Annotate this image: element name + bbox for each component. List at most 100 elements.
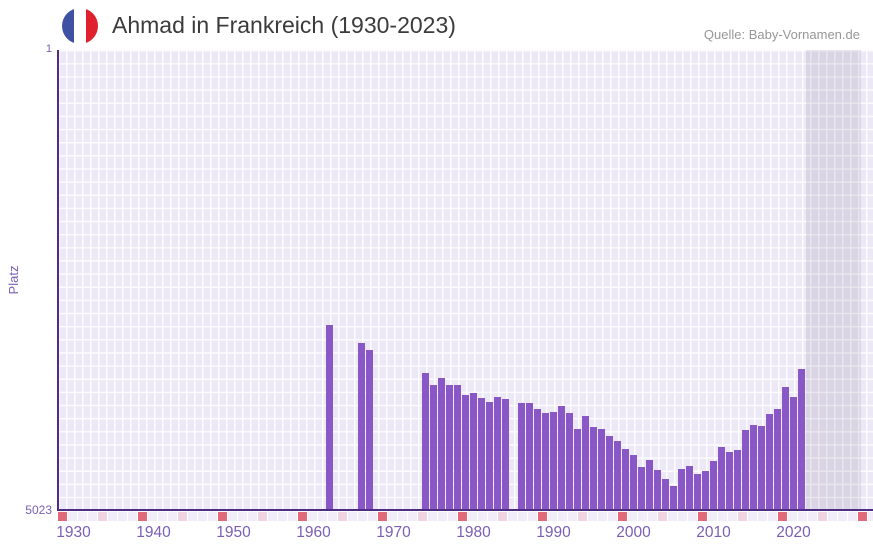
bar-2018[interactable] — [774, 409, 781, 510]
marker-cell-red — [458, 512, 467, 521]
bar-2002[interactable] — [646, 459, 653, 510]
bar-2020[interactable] — [790, 396, 797, 510]
marker-cell-red — [778, 512, 787, 521]
bar-2012[interactable] — [726, 451, 733, 510]
bar-2013[interactable] — [734, 449, 741, 510]
marker-cell — [838, 512, 847, 521]
bar-1991[interactable] — [558, 405, 565, 510]
bar-2016[interactable] — [758, 425, 765, 510]
marker-cell — [368, 512, 377, 521]
marker-cell-red — [378, 512, 387, 521]
bar-1974[interactable] — [422, 372, 429, 510]
bar-1993[interactable] — [574, 429, 581, 510]
marker-cell — [718, 512, 727, 521]
marker-cell — [328, 512, 337, 521]
bar-1975[interactable] — [430, 385, 437, 510]
bar-1992[interactable] — [566, 412, 573, 510]
bar-1966[interactable] — [358, 343, 365, 510]
x-axis-tick-2000: 2000 — [616, 524, 651, 541]
marker-cell-pink — [738, 512, 747, 521]
bar-2004[interactable] — [662, 479, 669, 510]
bar-1988[interactable] — [534, 408, 541, 510]
marker-cell — [608, 512, 617, 521]
bar-2007[interactable] — [686, 465, 693, 510]
bar-2006[interactable] — [678, 469, 685, 510]
x-axis: 1930 1940 1950 1960 1970 1980 1990 2000 2010 2020 — [0, 524, 873, 546]
marker-cell-red — [58, 512, 67, 521]
x-axis-tick-1970: 1970 — [376, 524, 411, 541]
y-axis-title: Platz — [6, 265, 21, 295]
bar-2009[interactable] — [702, 470, 709, 510]
marker-cell-red — [538, 512, 547, 521]
marker-cell — [598, 512, 607, 521]
marker-cell — [768, 512, 777, 521]
bar-2010[interactable] — [710, 460, 717, 510]
bar-2017[interactable] — [766, 414, 773, 510]
marker-cell — [408, 512, 417, 521]
marker-cell-pink — [338, 512, 347, 521]
marker-cell — [248, 512, 257, 521]
marker-cell — [488, 512, 497, 521]
marker-cell — [398, 512, 407, 521]
bar-2001[interactable] — [638, 467, 645, 510]
marker-cell — [568, 512, 577, 521]
x-axis-tick-1960: 1960 — [296, 524, 331, 541]
bar-1987[interactable] — [526, 403, 533, 510]
bar-1996[interactable] — [598, 428, 605, 510]
bar-2005[interactable] — [670, 485, 677, 510]
bar-2011[interactable] — [718, 446, 725, 510]
marker-cell — [828, 512, 837, 521]
flag-stripe-white — [74, 8, 86, 44]
marker-cell-pink — [578, 512, 587, 521]
marker-cell-pink — [98, 512, 107, 521]
marker-cell — [318, 512, 327, 521]
bar-1981[interactable] — [478, 397, 485, 510]
bar-1983[interactable] — [494, 396, 501, 510]
marker-cell — [748, 512, 757, 521]
marker-cell — [808, 512, 817, 521]
marker-cell-pink — [258, 512, 267, 521]
marker-cell-red — [698, 512, 707, 521]
bar-1994[interactable] — [582, 415, 589, 510]
x-axis-tick-2020: 2020 — [776, 524, 811, 541]
bar-1999[interactable] — [622, 449, 629, 510]
bar-2015[interactable] — [750, 425, 757, 510]
bar-1986[interactable] — [518, 403, 525, 510]
bar-1978[interactable] — [454, 385, 461, 510]
x-axis-line — [57, 509, 873, 511]
flag-stripe-blue — [62, 8, 74, 44]
marker-cell — [668, 512, 677, 521]
marker-cell — [798, 512, 807, 521]
marker-cell-red — [218, 512, 227, 521]
bar-1998[interactable] — [614, 441, 621, 510]
page-title: Ahmad in Frankreich (1930-2023) — [112, 12, 456, 38]
marker-cell — [678, 512, 687, 521]
marker-cell-pink — [658, 512, 667, 521]
bar-1997[interactable] — [606, 435, 613, 510]
bar-1976[interactable] — [438, 377, 445, 510]
bar-1977[interactable] — [446, 385, 453, 510]
bar-1980[interactable] — [470, 393, 477, 510]
bar-1979[interactable] — [462, 394, 469, 510]
marker-cell — [848, 512, 857, 521]
marker-cell-red — [618, 512, 627, 521]
bar-2008[interactable] — [694, 474, 701, 510]
source-link[interactable]: Quelle: Baby-Vornamen.de — [703, 27, 860, 42]
y-axis-line — [57, 50, 59, 511]
bar-2019[interactable] — [782, 387, 789, 510]
bar-1995[interactable] — [590, 426, 597, 510]
bar-1982[interactable] — [486, 402, 493, 510]
plot-area — [58, 50, 873, 510]
marker-cell-pink — [818, 512, 827, 521]
bar-2021[interactable] — [798, 369, 805, 510]
bar-2014[interactable] — [742, 430, 749, 510]
bar-1984[interactable] — [502, 399, 509, 510]
bar-2000[interactable] — [630, 454, 637, 510]
bar-1967[interactable] — [366, 349, 373, 510]
bar-1962[interactable] — [326, 325, 333, 510]
bar-1989[interactable] — [542, 413, 549, 510]
marker-cell — [868, 512, 873, 521]
bar-1990[interactable] — [550, 411, 557, 510]
bar-2003[interactable] — [654, 469, 661, 510]
